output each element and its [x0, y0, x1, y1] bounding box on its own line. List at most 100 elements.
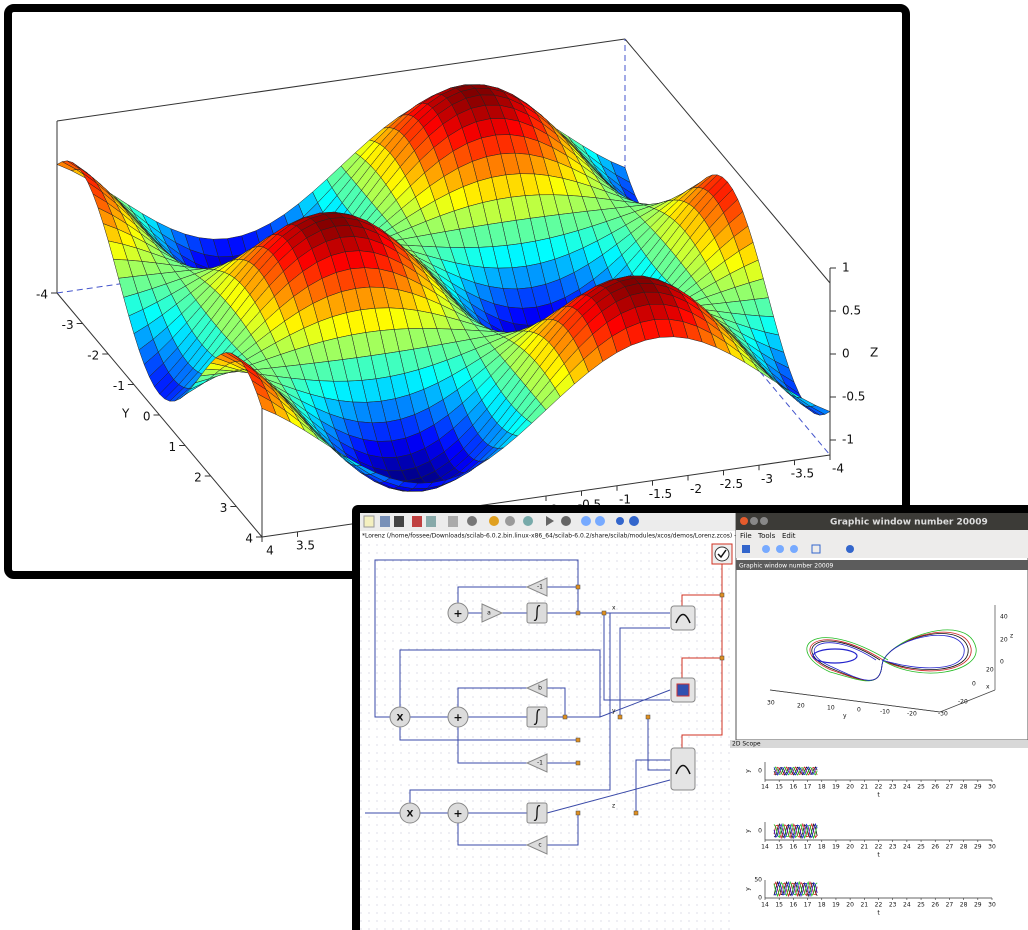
- x-tick-label: -3: [761, 472, 773, 486]
- scope-block: [670, 605, 696, 631]
- integral-sign: [533, 805, 541, 821]
- icon[interactable]: [426, 516, 436, 527]
- icon[interactable]: [363, 515, 375, 528]
- max-button[interactable]: [760, 517, 768, 525]
- product-label: X: [407, 810, 414, 820]
- graphic-window-title: Graphic window number 20009: [830, 518, 988, 528]
- menu-item[interactable]: File: [740, 532, 752, 540]
- y-tick-label: 0: [758, 895, 762, 902]
- link-label: z: [612, 803, 615, 810]
- icon[interactable]: [489, 516, 499, 526]
- min-button[interactable]: [750, 517, 758, 525]
- panel-bar: [736, 560, 1028, 570]
- graphic-window: Graphic window number 20009 File Tools E…: [735, 513, 1028, 741]
- y-tick-label: 20: [797, 703, 805, 710]
- icon[interactable]: [523, 516, 533, 526]
- y-tick-label: 0: [857, 707, 861, 714]
- icon[interactable]: [448, 516, 458, 527]
- x-tick-label: 25: [917, 902, 925, 909]
- x-axis-label: t: [877, 910, 880, 917]
- x-tick-label: 27: [946, 844, 954, 851]
- close-button[interactable]: [740, 517, 748, 525]
- link: [457, 727, 527, 764]
- icon[interactable]: [629, 516, 639, 526]
- link: [635, 759, 670, 813]
- sum-block: [447, 706, 469, 728]
- link: [457, 586, 527, 603]
- scope-title: 2D Scope: [732, 741, 761, 748]
- split-point: [633, 810, 639, 816]
- trace: [773, 822, 818, 840]
- x-tick-label: 15: [775, 844, 783, 851]
- x-tick-label: 21: [860, 902, 868, 909]
- icon[interactable]: [380, 516, 390, 527]
- x-tick-label: 21: [860, 784, 868, 791]
- z-tick-label: 0: [1000, 659, 1004, 666]
- split-point: [575, 760, 581, 766]
- x-tick-label: 16: [790, 902, 798, 909]
- icon[interactable]: [742, 545, 750, 553]
- link: [681, 562, 723, 606]
- z-tick-label: 1: [842, 261, 850, 275]
- icon[interactable]: [776, 545, 784, 553]
- x-tick-label: 26: [931, 844, 939, 851]
- icon[interactable]: [762, 545, 770, 553]
- y-tick-label: 4: [245, 532, 253, 546]
- clock-face: [714, 546, 730, 562]
- link-label: y: [612, 708, 616, 715]
- x-tick-label: 17: [804, 844, 812, 851]
- link: [374, 559, 579, 718]
- trace: [773, 822, 818, 840]
- icon[interactable]: [505, 516, 515, 526]
- x-tick-label: 15: [775, 902, 783, 909]
- x-tick-label: 18: [818, 902, 826, 909]
- icon[interactable]: [467, 516, 477, 526]
- y-tick-label: 0: [758, 768, 762, 775]
- icon[interactable]: [595, 516, 605, 526]
- icon[interactable]: [546, 516, 554, 526]
- icon[interactable]: [561, 516, 571, 526]
- icon[interactable]: [616, 517, 624, 525]
- scope-icon: [676, 683, 690, 697]
- x-tick-label: 23: [889, 902, 897, 909]
- trajectory: [813, 634, 965, 681]
- surface-plot: 4 3.5 0 -0.5 -1 -1.5 -2 -2.5 -3 -3.5 -4 -4 -3 -2 -1 0 1 2…: [36, 38, 878, 558]
- x-tick-label: 19: [832, 784, 840, 791]
- link: [681, 658, 723, 748]
- y-tick-label: -3: [62, 318, 74, 332]
- x-tick-label: 16: [790, 844, 798, 851]
- x-tick-label: 29: [974, 844, 982, 851]
- x-tick-label: 19: [832, 902, 840, 909]
- z-tick-label: -0.5: [842, 390, 865, 404]
- menu-item[interactable]: Edit: [782, 532, 796, 540]
- x-tick-label: -1: [619, 492, 631, 506]
- x-axis-label: t: [877, 792, 880, 799]
- gain-block: [525, 678, 548, 698]
- x-tick-label: 22: [875, 784, 883, 791]
- icon[interactable]: [412, 516, 422, 527]
- x-tick-label: 23: [889, 844, 897, 851]
- menu-item[interactable]: Tools: [757, 532, 776, 540]
- y-tick-label: -1: [113, 379, 125, 393]
- icon[interactable]: [790, 545, 798, 553]
- link: [603, 613, 670, 701]
- x-tick-label: 4: [266, 544, 274, 558]
- menu-toolbar: [736, 530, 1028, 558]
- icon[interactable]: [846, 545, 854, 553]
- trace: [773, 880, 818, 898]
- x-tick-label: 20: [986, 667, 994, 674]
- icon[interactable]: [394, 516, 404, 527]
- icon[interactable]: [811, 544, 821, 554]
- y-tick-label: -4: [36, 288, 48, 302]
- x-tick-label: 27: [946, 784, 954, 791]
- x-tick-label: 25: [917, 844, 925, 851]
- panel-title: Graphic window number 20009: [739, 563, 834, 570]
- icon[interactable]: [581, 516, 591, 526]
- x-tick-label: -30: [938, 711, 948, 718]
- x-tick-label: 14: [761, 844, 769, 851]
- diagram: -1 b -1 c a + + + X Xx y z: [365, 543, 733, 855]
- y-tick-label: 3: [220, 501, 228, 515]
- link: [647, 717, 670, 771]
- y-tick-label: 30: [767, 700, 775, 707]
- x-tick-label: 14: [761, 784, 769, 791]
